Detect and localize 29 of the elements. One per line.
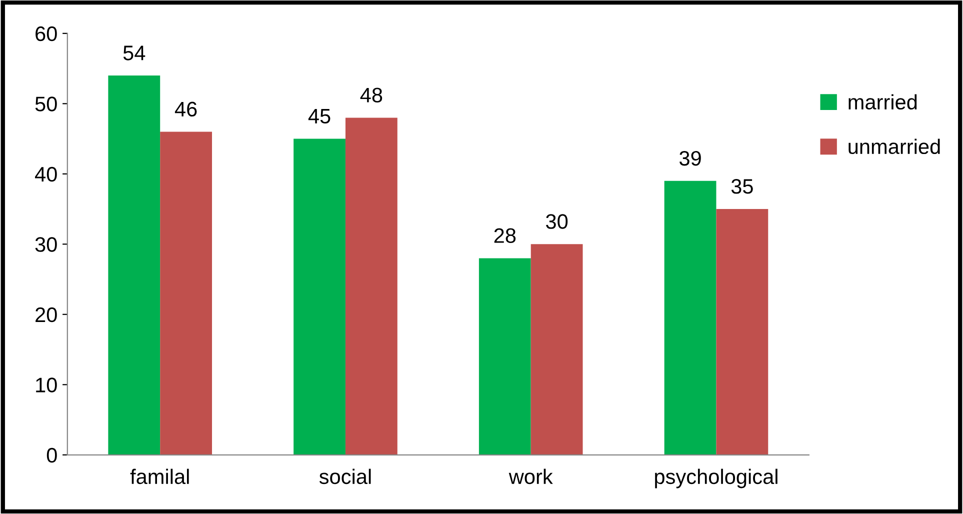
data-label: 45 — [308, 109, 330, 124]
y-tick-label: 10 — [36, 378, 57, 392]
y-tick-label: 20 — [36, 307, 57, 322]
bar — [294, 138, 346, 455]
data-label: 39 — [679, 150, 701, 166]
bar — [345, 118, 398, 455]
x-tick-label: social — [319, 468, 371, 484]
data-label: 30 — [546, 214, 568, 229]
bar — [478, 258, 531, 455]
data-label: 35 — [731, 179, 753, 194]
bar — [108, 76, 160, 455]
data-label: 28 — [494, 228, 516, 243]
data-label: 48 — [360, 88, 382, 102]
bar — [160, 132, 212, 455]
bar — [716, 209, 768, 455]
x-tick-label: psychological — [655, 468, 778, 488]
data-label: 46 — [174, 102, 197, 117]
legend-label: married — [848, 94, 917, 110]
x-tick-label: work — [508, 468, 553, 484]
x-tick-label: familal — [130, 468, 189, 484]
y-tick-label: 60 — [36, 26, 57, 42]
data-label: 54 — [123, 46, 146, 60]
y-tick-label: 0 — [46, 448, 57, 463]
bar — [664, 180, 716, 455]
bar — [530, 244, 583, 455]
y-tick-label: 30 — [35, 237, 57, 252]
y-tick-label: 50 — [35, 96, 57, 112]
legend-label: unmarried — [848, 138, 940, 154]
y-tick-label: 40 — [34, 166, 57, 182]
